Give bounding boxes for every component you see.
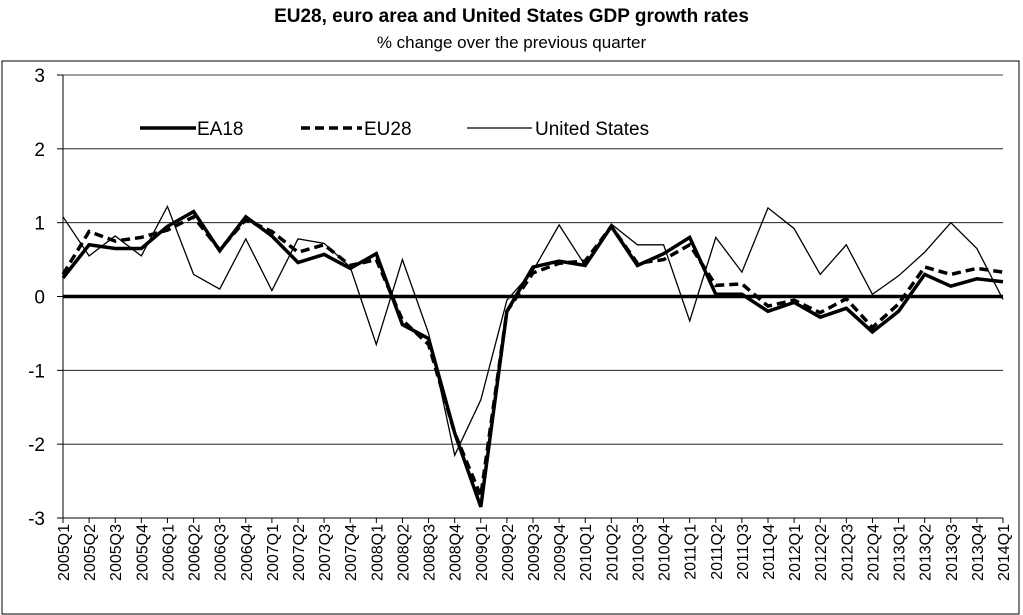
legend-label: United States <box>535 119 649 140</box>
x-tick-label: 2008Q2 <box>395 524 412 581</box>
x-tick-label: 2009Q4 <box>552 524 569 581</box>
x-tick-label: 2012Q3 <box>839 524 856 581</box>
y-tick-label: 3 <box>34 66 45 87</box>
x-tick-label: 2007Q2 <box>291 524 308 581</box>
x-tick-label: 2005Q4 <box>134 524 151 581</box>
chart-title: EU28, euro area and United States GDP gr… <box>274 6 749 27</box>
y-tick-label: -3 <box>28 509 45 530</box>
x-tick-label: 2010Q3 <box>630 524 647 581</box>
x-tick-label: 2009Q2 <box>500 524 517 581</box>
chart-subtitle: % change over the previous quarter <box>376 33 647 52</box>
x-tick-label: 2011Q1 <box>683 524 700 580</box>
x-tick-label: 2009Q1 <box>474 524 491 581</box>
x-tick-label: 2011Q2 <box>709 524 726 580</box>
x-tick-label: 2013Q3 <box>944 524 961 581</box>
y-tick-label: 0 <box>34 288 45 309</box>
x-tick-label: 2013Q4 <box>970 524 987 581</box>
x-tick-label: 2010Q1 <box>578 524 595 581</box>
x-tick-label: 2005Q2 <box>82 524 99 581</box>
x-tick-label: 2008Q3 <box>422 524 439 581</box>
y-tick-label: -2 <box>28 435 45 456</box>
x-tick-label: 2012Q2 <box>813 524 830 581</box>
x-tick-label: 2008Q4 <box>448 524 465 581</box>
x-tick-label: 2013Q1 <box>892 524 909 581</box>
x-tick-label: 2014Q1 <box>996 524 1013 581</box>
x-tick-label: 2013Q2 <box>918 524 935 581</box>
y-tick-label: -1 <box>28 361 45 382</box>
x-tick-label: 2009Q3 <box>526 524 543 581</box>
x-tick-label: 2008Q1 <box>369 524 386 581</box>
x-tick-label: 2012Q1 <box>787 524 804 581</box>
x-tick-label: 2007Q1 <box>265 524 282 581</box>
x-tick-label: 2011Q4 <box>761 524 778 580</box>
x-tick-label: 2012Q4 <box>865 524 882 581</box>
x-tick-label: 2006Q3 <box>213 524 230 581</box>
x-tick-label: 2006Q2 <box>187 524 204 581</box>
series-line-ea18 <box>61 209 1004 508</box>
x-tick-label: 2007Q4 <box>343 524 360 581</box>
x-tick-label: 2007Q3 <box>317 524 334 581</box>
legend-label: EA18 <box>197 119 243 140</box>
y-tick-label: 2 <box>34 140 45 161</box>
x-tick-label: 2010Q4 <box>657 524 674 581</box>
legend-label: EU28 <box>364 119 412 140</box>
series-line-united-states <box>62 204 1004 458</box>
x-tick-label: 2005Q1 <box>56 524 73 581</box>
x-tick-label: 2011Q3 <box>735 524 752 580</box>
series-line-eu28 <box>61 214 1004 503</box>
x-tick-label: 2006Q1 <box>160 524 177 581</box>
chart-frame <box>1 60 1020 615</box>
y-tick-label: 1 <box>34 214 45 235</box>
x-tick-label: 2006Q4 <box>239 524 256 581</box>
x-tick-label: 2005Q3 <box>108 524 125 581</box>
x-tick-label: 2010Q2 <box>604 524 621 581</box>
